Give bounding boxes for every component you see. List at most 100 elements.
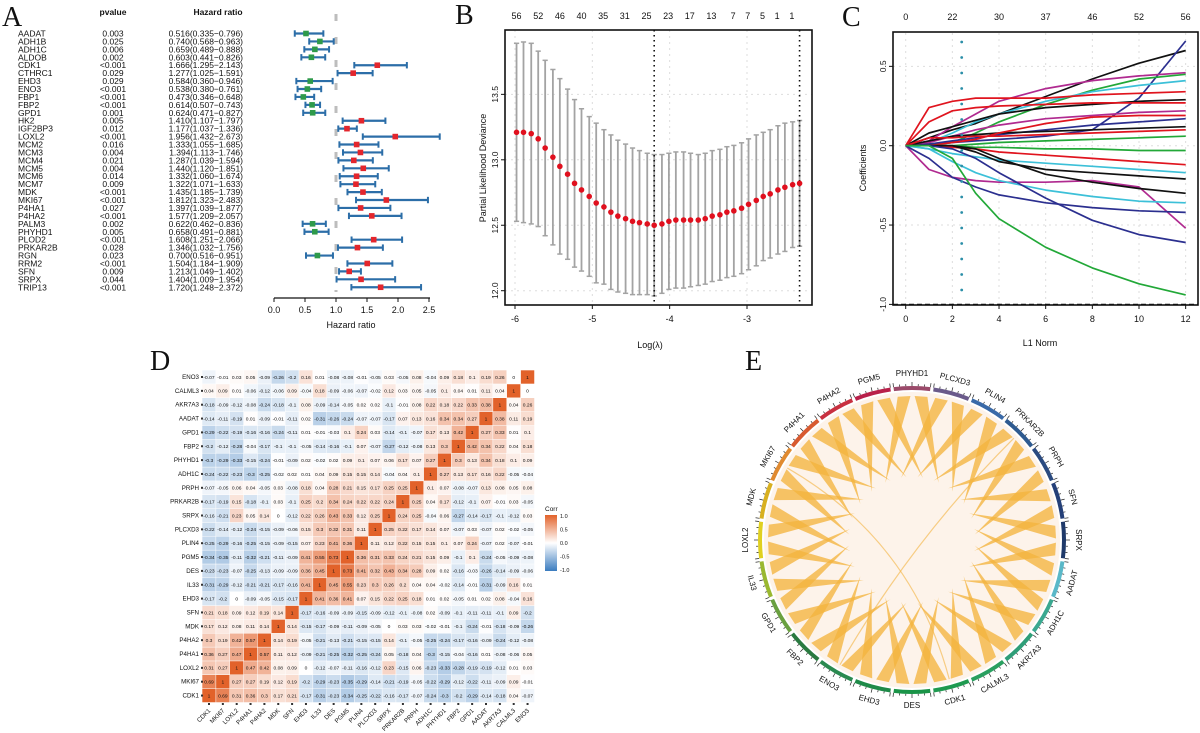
heatmap-value: 0.17 bbox=[204, 624, 214, 630]
sector-tick bbox=[816, 662, 820, 667]
sector-tick bbox=[977, 678, 980, 682]
heatmap-value: 0.05 bbox=[412, 389, 422, 395]
heatmap-value: 0.06 bbox=[412, 666, 422, 672]
heatmap-value: -0.09 bbox=[314, 403, 325, 409]
heatmap-value: 0.01 bbox=[509, 666, 519, 672]
plot-frame bbox=[504, 29, 813, 306]
heatmap-value: 0.1 bbox=[344, 430, 351, 436]
heatmap-value: -0.02 bbox=[508, 527, 519, 533]
heatmap-value: -0.26 bbox=[522, 624, 533, 630]
hazard-ratio-point bbox=[307, 78, 314, 84]
heatmap-value: -0.31 bbox=[314, 416, 325, 422]
forest-row bbox=[346, 188, 383, 196]
x-tick-label: 0.0 bbox=[268, 305, 281, 315]
heatmap-value: -0.09 bbox=[494, 680, 505, 686]
heatmap-value: -0.26 bbox=[480, 569, 491, 575]
chord-sector bbox=[854, 387, 891, 401]
sector-tick bbox=[792, 639, 795, 642]
deviance-point bbox=[745, 201, 752, 208]
forest-row bbox=[346, 260, 394, 267]
pvalue-cell: 0.029 bbox=[102, 76, 124, 86]
hazard-ratio-point bbox=[360, 189, 366, 195]
heatmap-value: -0.12 bbox=[231, 403, 242, 409]
chord-sector bbox=[854, 679, 891, 693]
heatmap-value: 0.02 bbox=[301, 416, 311, 422]
heatmap-value: -0.08 bbox=[245, 403, 256, 409]
heatmap-value: -0.15 bbox=[439, 652, 450, 658]
pvalue-cell: 0.001 bbox=[102, 108, 124, 118]
chord-link bbox=[913, 597, 939, 684]
heatmap-value: -0.19 bbox=[231, 430, 242, 436]
heatmap-value: 0.03 bbox=[509, 499, 519, 505]
heatmap-value: -0.07 bbox=[356, 389, 367, 395]
forest-row bbox=[303, 228, 330, 235]
sector-tick bbox=[1016, 425, 1019, 428]
heatmap-value: 0.1 bbox=[524, 430, 531, 436]
coefficient-path bbox=[905, 144, 1186, 195]
heatmap-value: -0.31 bbox=[203, 583, 214, 589]
heatmap-value: 0.03 bbox=[523, 666, 533, 672]
hazard-ratio-cell: 1.213(1.049−1.402) bbox=[169, 266, 244, 276]
sector-tick bbox=[814, 415, 818, 420]
heatmap-value: -0.24 bbox=[425, 693, 436, 699]
heatmap-value: -0.13 bbox=[259, 569, 270, 575]
heatmap-value: -0.25 bbox=[259, 472, 270, 478]
chord-sector bbox=[893, 688, 931, 694]
heatmap-value: -0.17 bbox=[203, 596, 214, 602]
row-tick bbox=[201, 431, 203, 434]
chord-sector bbox=[970, 398, 1005, 421]
heatmap-value: -0.14 bbox=[494, 569, 505, 575]
hazard-ratio-point bbox=[314, 252, 321, 259]
heatmap-value: 0.28 bbox=[329, 486, 339, 492]
hazard-ratio-cell: 1.410(1.107−1.797) bbox=[169, 116, 244, 126]
heatmap-value: -0.21 bbox=[314, 638, 325, 644]
heatmap-value: -0.25 bbox=[203, 541, 214, 547]
heatmap-value: -0.22 bbox=[203, 527, 214, 533]
heatmap-value: -0.09 bbox=[508, 624, 519, 630]
column-label: P4HA2 bbox=[249, 707, 268, 726]
heatmap-value: -0.27 bbox=[453, 513, 464, 519]
sector-tick bbox=[779, 621, 783, 624]
panel-label-d: D bbox=[150, 346, 170, 377]
heatmap-value: -0.2 bbox=[288, 375, 297, 381]
heatmap-value: -0.31 bbox=[480, 583, 491, 589]
heatmap-value: -0.27 bbox=[383, 444, 394, 450]
deviance-point bbox=[731, 208, 737, 214]
deviance-point bbox=[550, 154, 556, 160]
sector-tick bbox=[969, 393, 972, 398]
heatmap-value: 0.01 bbox=[467, 389, 477, 395]
sector-tick bbox=[762, 493, 766, 495]
heatmap-value: -0.05 bbox=[397, 375, 408, 381]
top-axis-label: 7 bbox=[745, 11, 750, 21]
gene-label: SFN bbox=[18, 266, 35, 276]
heatmap-value: -0.02 bbox=[314, 458, 325, 464]
sector-tick bbox=[957, 390, 959, 394]
hazard-ratio-point bbox=[353, 141, 360, 148]
heatmap-value: 0.3 bbox=[441, 444, 448, 450]
hazard-ratio-cell: 0.659(0.489−0.888) bbox=[169, 44, 244, 54]
deviance-point bbox=[586, 193, 593, 200]
chord-link bbox=[876, 602, 923, 683]
col-tick bbox=[471, 703, 474, 705]
heatmap-value: 0.33 bbox=[384, 555, 394, 561]
sector-tick bbox=[1032, 442, 1037, 446]
heatmap-value: 0.19 bbox=[523, 416, 533, 422]
sector-tick bbox=[963, 392, 965, 396]
heatmap-value: 0.01 bbox=[467, 596, 477, 602]
heatmap-value: 0.04 bbox=[204, 389, 214, 395]
heatmap-value: -0.3 bbox=[426, 652, 435, 658]
legend-tick-label: -1.0 bbox=[560, 568, 569, 574]
chord-sector bbox=[970, 659, 1005, 682]
heatmap-value: -0.1 bbox=[496, 610, 505, 616]
lambda-vline-dot bbox=[960, 149, 964, 152]
heatmap-value: 0.02 bbox=[287, 472, 297, 478]
deviance-point bbox=[666, 218, 672, 225]
heatmap-value: 0.22 bbox=[398, 541, 408, 547]
heatmap-value: -0.07 bbox=[411, 693, 422, 699]
heatmap-value: 0.04 bbox=[509, 444, 519, 450]
heatmap-value: 0.08 bbox=[523, 486, 533, 492]
heatmap-value: -0.01 bbox=[217, 375, 228, 381]
coefficient-path bbox=[905, 144, 1186, 204]
lambda-vline-dot bbox=[960, 56, 964, 59]
